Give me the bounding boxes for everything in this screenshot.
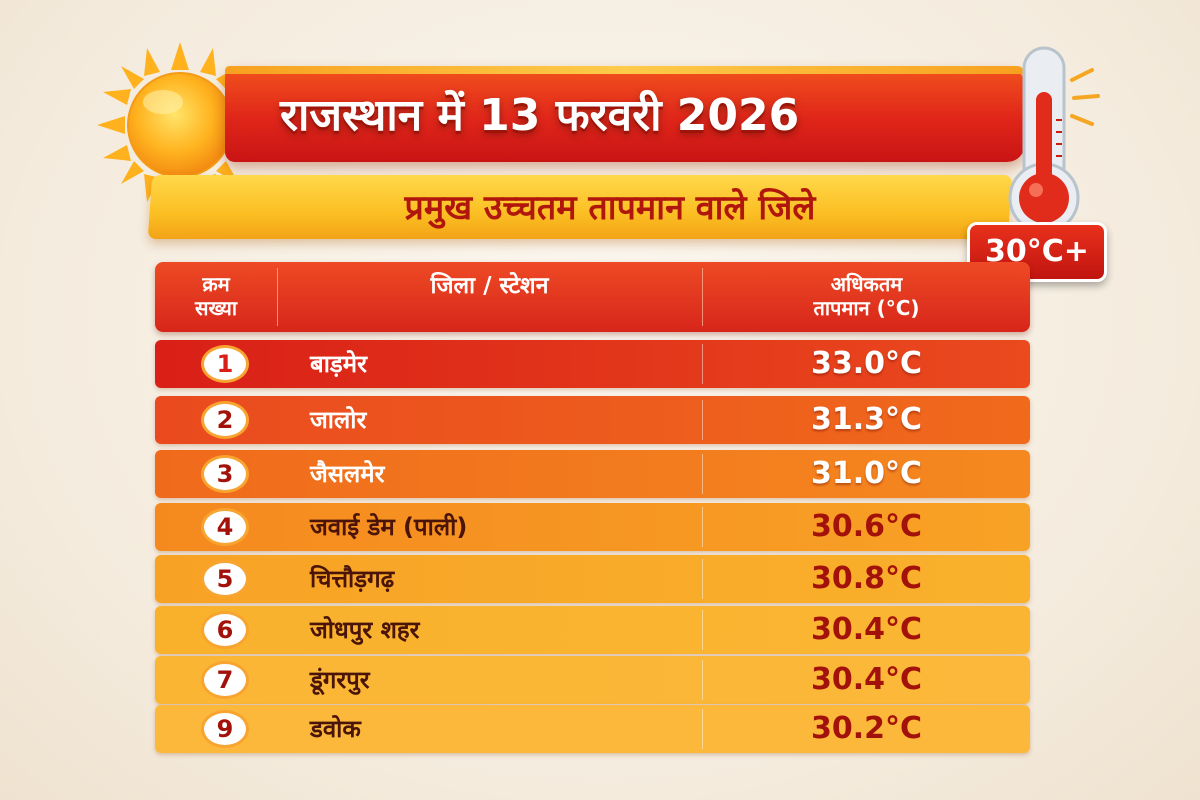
header-divider — [702, 268, 703, 326]
table-row: 3 जैसलमेर 31.0°C — [155, 450, 1030, 498]
row-divider — [702, 610, 703, 650]
district-name: बाड़मेर — [310, 350, 367, 378]
district-name: डवोक — [310, 715, 361, 743]
rank-badge: 4 — [201, 508, 249, 546]
row-divider — [702, 344, 703, 384]
page-subtitle: प्रमुख उच्चतम तापमान वाले जिले — [404, 188, 816, 228]
temperature-value: 30.4°C — [810, 612, 923, 647]
serial-header: क्रम सख्या — [155, 272, 277, 320]
temperature-value: 30.6°C — [810, 509, 923, 544]
temperature-value: 30.8°C — [810, 561, 923, 596]
rank-badge: 5 — [201, 560, 249, 598]
table-row: 4 जवाई डेम (पाली) 30.6°C — [155, 503, 1030, 551]
table-row: 7 डूंगरपुर 30.4°C — [155, 656, 1030, 704]
row-divider — [702, 709, 703, 749]
district-name: जोधपुर शहर — [310, 616, 420, 644]
table-row: 6 जोधपुर शहर 30.4°C — [155, 606, 1030, 654]
temp-header-line2: तापमान (°C) — [813, 296, 920, 320]
table-header: क्रम सख्या जिला / स्टेशन अधिकतम तापमान (… — [155, 262, 1030, 332]
district-name: जैसलमेर — [310, 460, 385, 488]
temperature-value: 33.0°C — [810, 346, 923, 381]
table-row: 1 बाड़मेर 33.0°C — [155, 340, 1030, 388]
table-row: 5 चित्तौड़गढ़ 30.8°C — [155, 555, 1030, 603]
temperature-value: 30.4°C — [810, 662, 923, 697]
district-name: चित्तौड़गढ़ — [310, 565, 395, 593]
rank-badge: 2 — [201, 401, 249, 439]
temp-header: अधिकतम तापमान (°C) — [703, 272, 1030, 320]
district-header: जिला / स्टेशन — [430, 273, 549, 299]
thermometer-icon — [1008, 46, 1100, 234]
rank-badge: 9 — [201, 710, 249, 748]
rank-badge: 6 — [201, 611, 249, 649]
row-divider — [702, 559, 703, 599]
district-name: जवाई डेम (पाली) — [310, 513, 468, 541]
table-row: 9 डवोक 30.2°C — [155, 705, 1030, 753]
serial-header-line2: सख्या — [195, 296, 237, 320]
rank-badge: 7 — [201, 661, 249, 699]
row-divider — [702, 454, 703, 494]
row-divider — [702, 400, 703, 440]
district-name: जालोर — [310, 406, 367, 434]
temperature-value: 31.0°C — [810, 456, 923, 491]
temperature-value: 31.3°C — [810, 402, 923, 437]
title-banner — [225, 66, 1025, 162]
table-row: 2 जालोर 31.3°C — [155, 396, 1030, 444]
serial-header-line1: क्रम — [202, 272, 230, 296]
temp-header-line1: अधिकतम — [830, 272, 903, 296]
temperature-value: 30.2°C — [810, 711, 923, 746]
row-divider — [702, 507, 703, 547]
rank-badge: 1 — [201, 345, 249, 383]
page-title: राजस्थान में 13 फरवरी 2026 — [280, 90, 800, 141]
district-name: डूंगरपुर — [310, 666, 370, 694]
rank-badge: 3 — [201, 455, 249, 493]
row-divider — [702, 660, 703, 700]
header-divider — [277, 268, 278, 326]
